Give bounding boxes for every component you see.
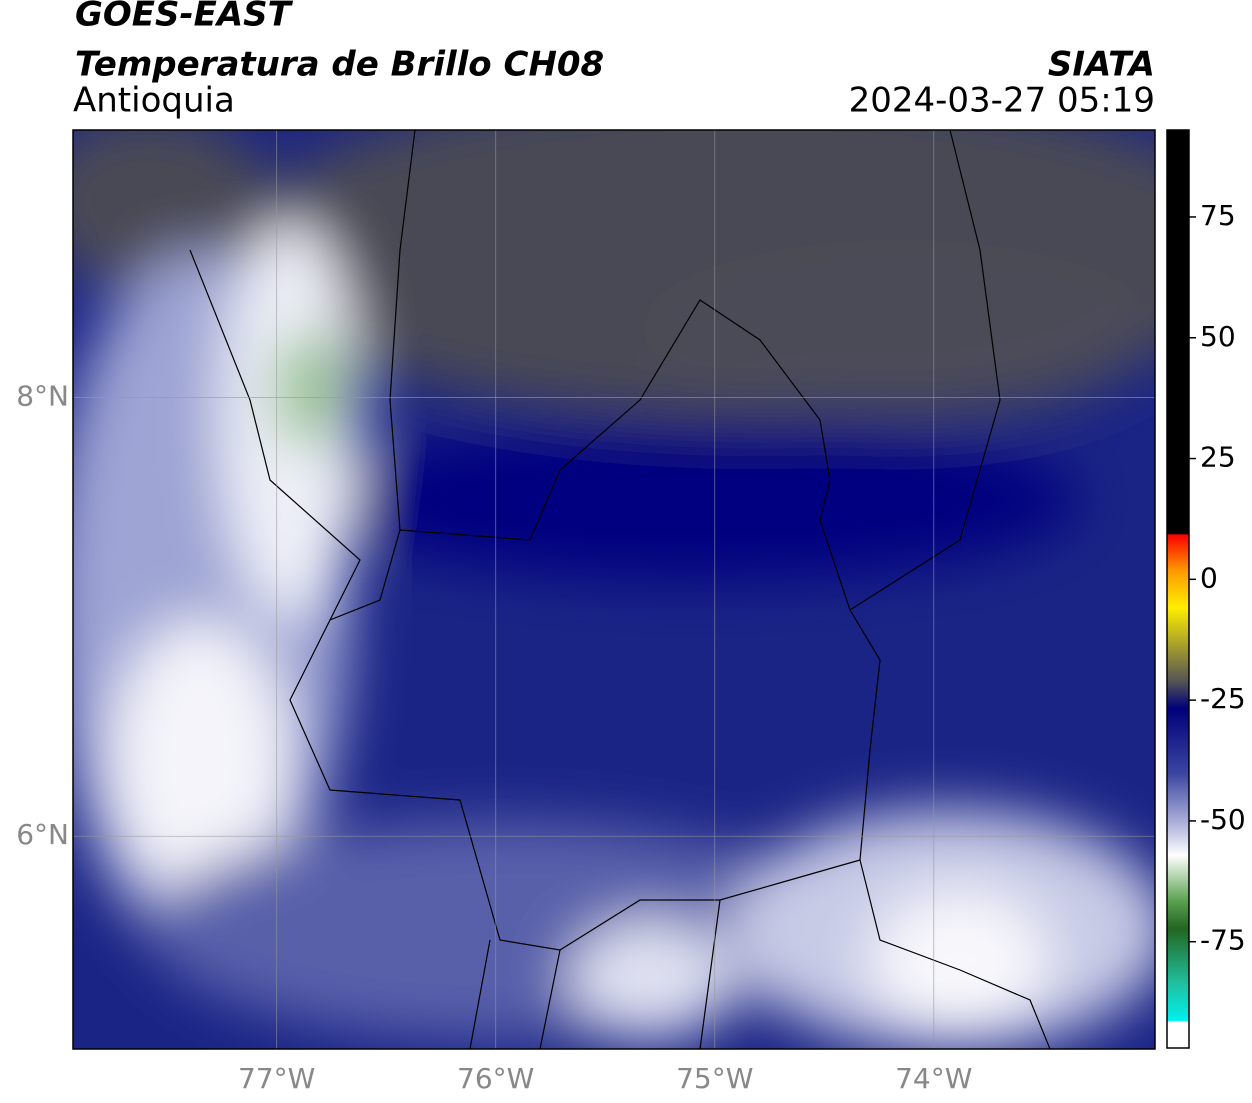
y-tick-label: 6°N: [16, 818, 69, 851]
colorbar-tick-label: 75: [1200, 199, 1236, 232]
source: SIATA: [1048, 45, 1155, 85]
region: Antioquia: [73, 81, 235, 121]
datetime: 2024-03-27 05:19: [849, 81, 1155, 121]
colorbar: [1166, 129, 1190, 1049]
y-tick-label: 8°N: [16, 380, 69, 413]
colorbar-tick-label: -50: [1200, 803, 1246, 836]
colorbar-tick-label: -25: [1200, 682, 1246, 715]
subtitle: Temperatura de Brillo CH08: [75, 45, 604, 85]
map-frame: [72, 129, 1156, 1050]
graticule: [73, 130, 1155, 1049]
x-tick-label: 75°W: [676, 1062, 753, 1095]
colorbar-tick-label: 0: [1200, 561, 1218, 594]
colorbar-tick-label: 50: [1200, 320, 1236, 353]
map-imagery: [73, 130, 1155, 1049]
colorbar-tick-label: -75: [1200, 924, 1246, 957]
x-tick-label: 76°W: [457, 1062, 534, 1095]
x-tick-label: 77°W: [238, 1062, 315, 1095]
colorbar-tick-label: 25: [1200, 441, 1236, 474]
x-tick-label: 74°W: [895, 1062, 972, 1095]
title: GOES-EAST: [75, 0, 294, 35]
